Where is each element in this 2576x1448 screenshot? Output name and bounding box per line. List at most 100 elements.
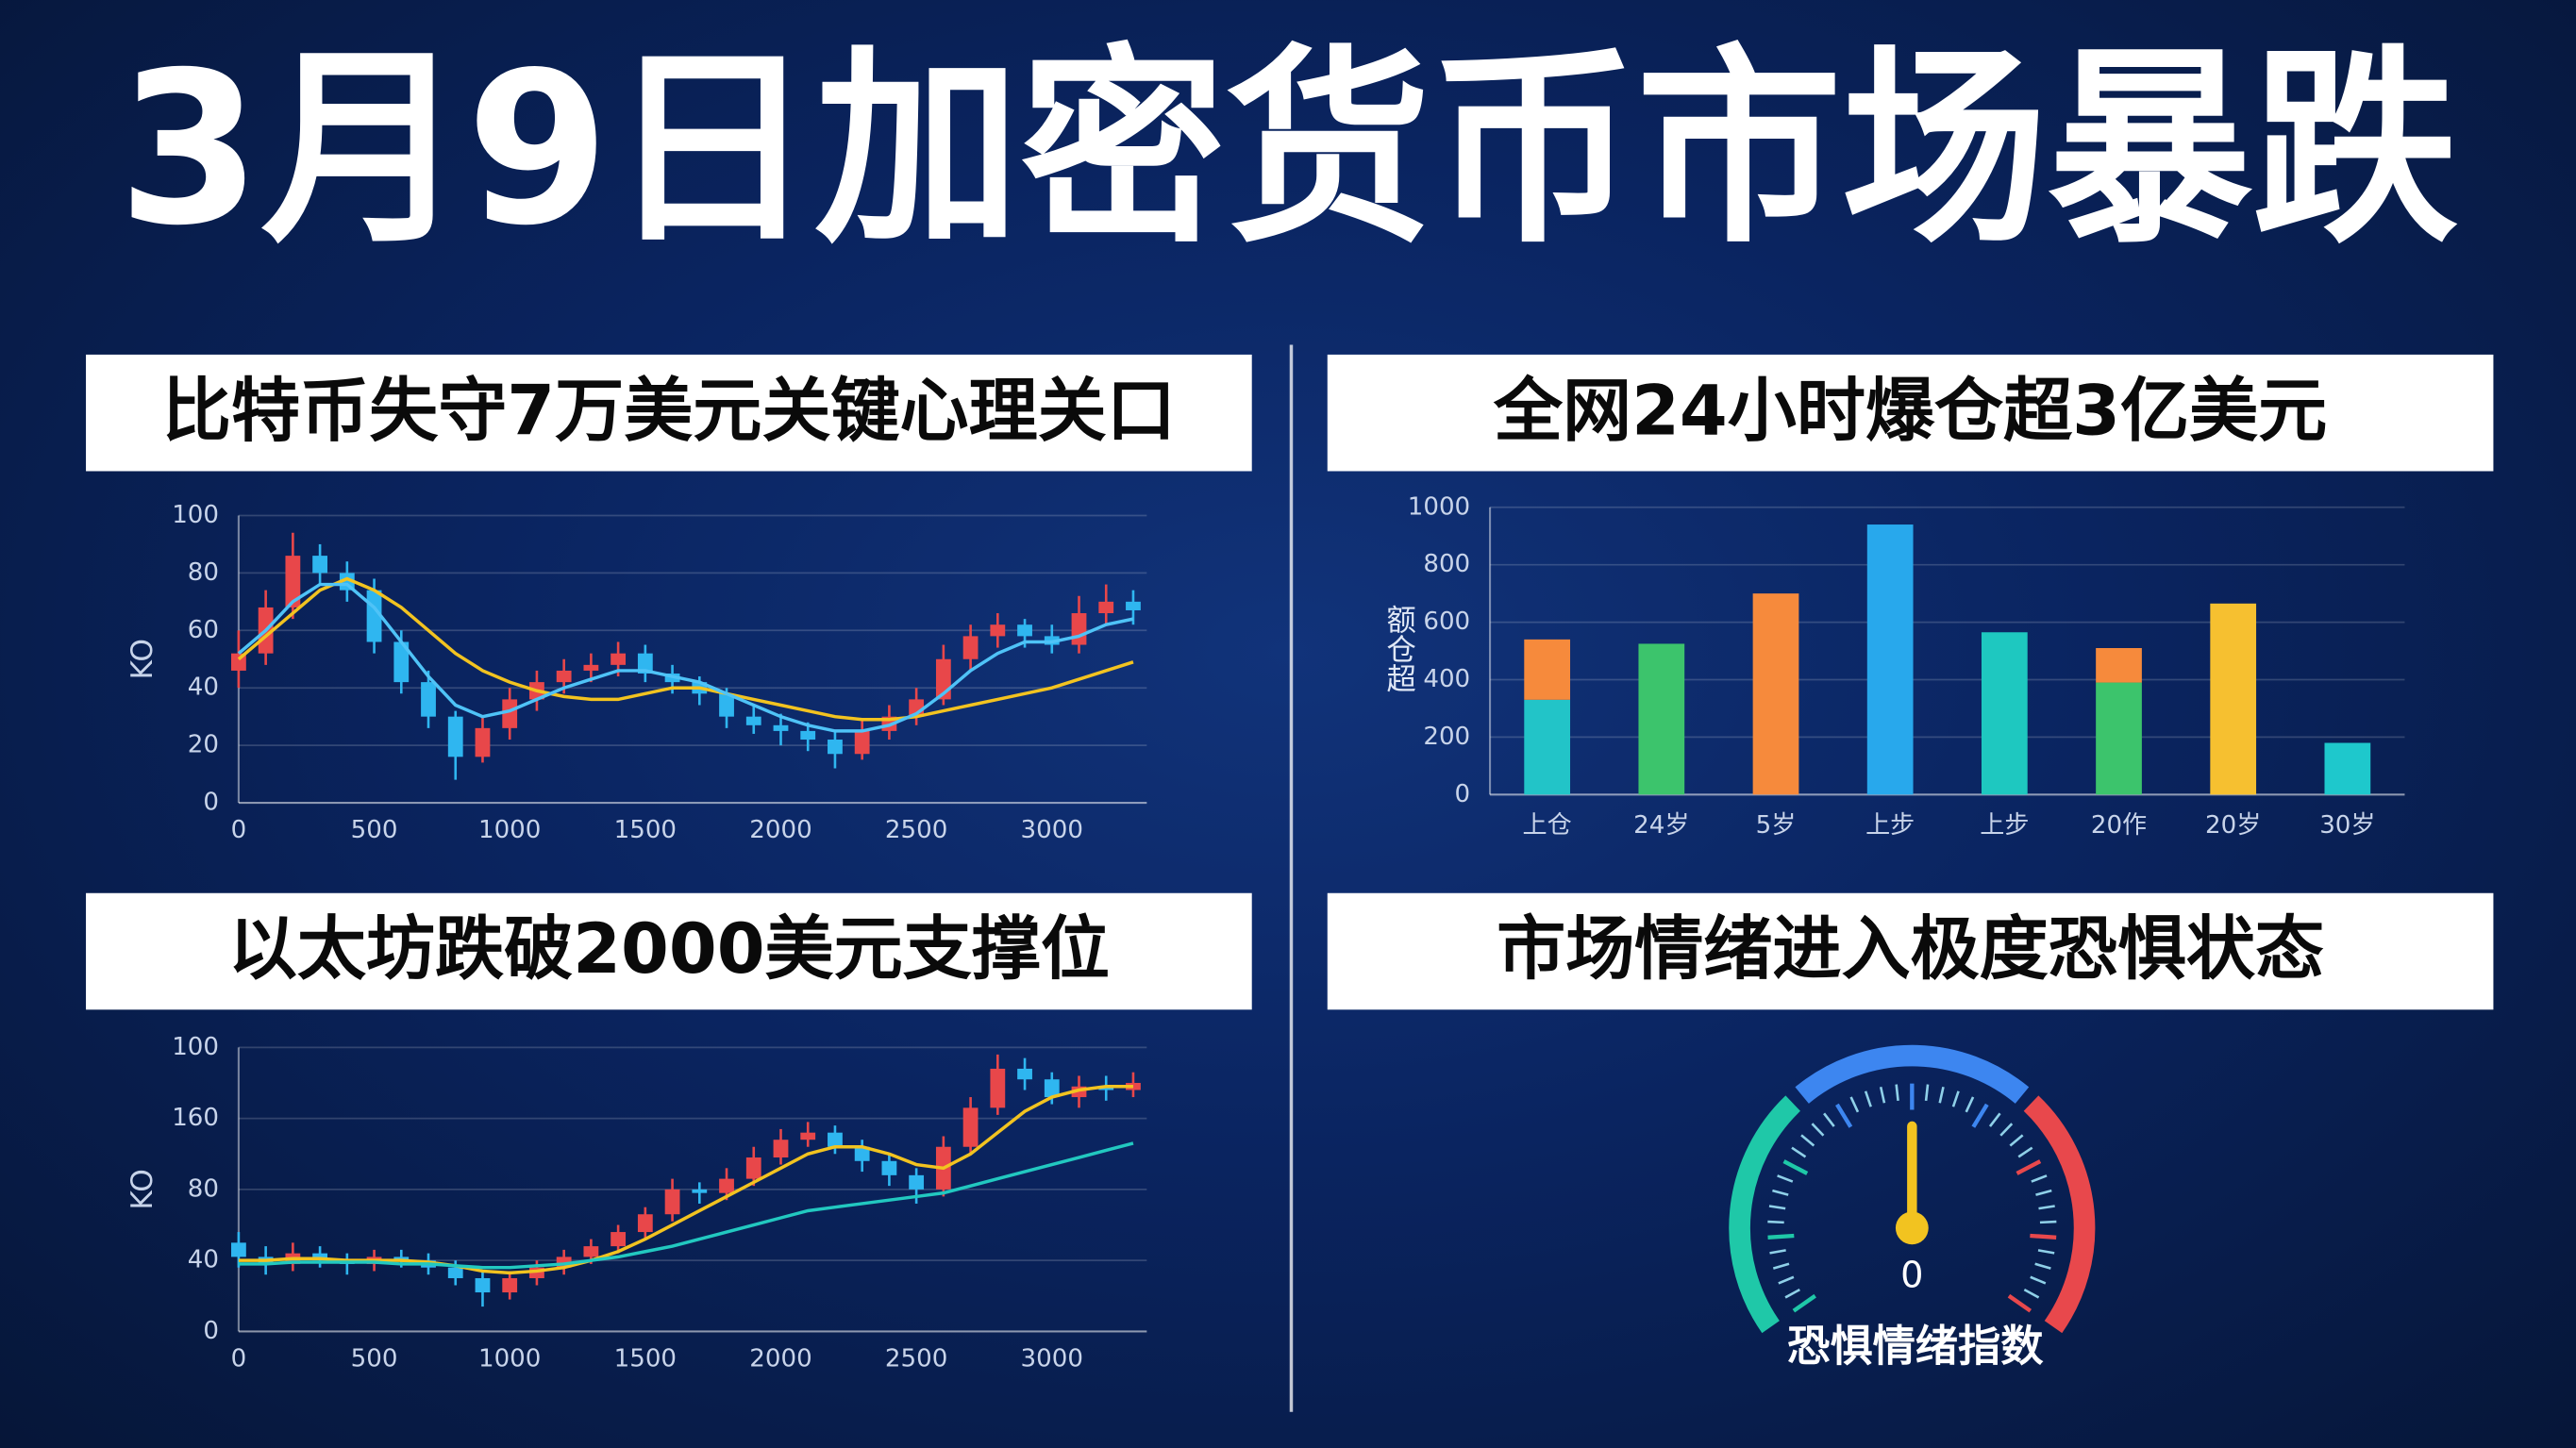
candle-body [1071, 613, 1087, 645]
x-tick-label: 20作 [2091, 811, 2147, 840]
moving-average-line [237, 582, 1134, 733]
candle-body [312, 556, 327, 574]
candle-body [962, 1107, 979, 1147]
gauge-scale-decoration [1792, 1293, 1816, 1313]
gauge-scale-decoration [2035, 1189, 2052, 1196]
gauge-scale-decoration [2030, 1233, 2057, 1240]
x-tick-label: 1000 [478, 816, 541, 844]
gauge-label: 恐惧情绪指数 [1787, 1322, 2044, 1372]
panel-banner [1327, 892, 2494, 1010]
candle-body [881, 1160, 897, 1175]
gauge-scale-decoration [1971, 1103, 1989, 1128]
panel-title: 以太坊跌破2000美元支撑位 [228, 909, 1110, 990]
bar [1524, 699, 1571, 795]
candle-body [854, 730, 870, 755]
candle-body [556, 670, 572, 683]
gauge-arc [1729, 1095, 1801, 1334]
x-tick-label: 上步 [1865, 811, 1915, 840]
candle-body [692, 1189, 708, 1193]
gauge-scale-decoration [1811, 1123, 1825, 1137]
panel-title: 全网24小时爆仓超3亿美元 [1493, 371, 2327, 451]
gauge-scale-decoration [2039, 1220, 2057, 1224]
x-tick-label: 上步 [1980, 811, 2029, 840]
candle-body [1098, 601, 1114, 614]
bar [2096, 648, 2142, 683]
candle-body [800, 1132, 816, 1140]
gauge-scale-decoration [2017, 1146, 2033, 1158]
moving-average-line [238, 1141, 1134, 1270]
bar [1981, 632, 2028, 795]
gauge-scale-decoration [1791, 1146, 1807, 1158]
candle-body [664, 1189, 680, 1215]
candle-body [529, 1267, 544, 1278]
y-axis-label: 额仓超 [1382, 604, 1416, 693]
candle-body [909, 1174, 925, 1190]
x-tick-label: 500 [351, 1345, 398, 1373]
gauge-scale-decoration [1879, 1086, 1886, 1104]
x-tick-label: 2000 [749, 1345, 811, 1373]
y-tick-label: 400 [1423, 665, 1470, 693]
x-tick-label: 500 [351, 816, 398, 844]
y-tick-label: 160 [172, 1104, 219, 1132]
bar [1638, 643, 1685, 795]
candle-body [828, 740, 843, 755]
gauge-scale-decoration [1778, 1275, 1795, 1285]
gauge-scale-decoration [1864, 1090, 1872, 1107]
y-tick-label: 800 [1423, 550, 1470, 578]
gauge-arc [1795, 1044, 2030, 1104]
gauge-scale-decoration [2030, 1275, 2047, 1285]
y-tick-label: 200 [1423, 723, 1470, 751]
y-tick-label: 60 [188, 616, 219, 644]
candle-body [611, 1232, 627, 1247]
candle-body [1044, 1079, 1060, 1098]
candle-body [828, 1132, 843, 1147]
gauge-scale-decoration [1965, 1096, 1975, 1113]
candle-body [1126, 601, 1141, 610]
x-tick-label: 2500 [885, 816, 947, 844]
candle-body [447, 716, 463, 757]
gauge-scale-decoration [1777, 1174, 1794, 1183]
panel-banner [86, 892, 1252, 1010]
panel-title: 比特币失守7万美元关键心理关口 [162, 371, 1176, 451]
y-axis-label: KO [125, 639, 159, 679]
candle-body [475, 727, 491, 757]
y-axis-label: KO [125, 1169, 159, 1209]
gauge-scale-decoration [1835, 1103, 1853, 1128]
y-tick-label: 100 [172, 1033, 219, 1061]
candle-body [800, 730, 816, 741]
moving-average-line [238, 1085, 1133, 1275]
candle-body [421, 682, 436, 717]
gauge-scale-decoration [1782, 1159, 1809, 1175]
x-tick-label: 2000 [749, 816, 811, 844]
y-tick-label: 0 [203, 789, 219, 817]
gauge-arc [2023, 1095, 2096, 1334]
gauge-scale-decoration [1772, 1262, 1790, 1270]
candle-body [773, 724, 789, 731]
gauge-scale-decoration [1951, 1090, 1960, 1107]
candle-body [745, 1157, 761, 1179]
gauge-scale-decoration [2038, 1205, 2055, 1210]
y-tick-label: 40 [188, 674, 219, 702]
candle-body [990, 1068, 1006, 1108]
x-tick-label: 1000 [478, 1345, 541, 1373]
x-tick-label: 2500 [885, 1345, 947, 1373]
gauge-scale-decoration [1823, 1112, 1835, 1127]
candle-body [719, 1178, 734, 1193]
page-title: 3月9日加密货币市场暴跌 [118, 26, 2458, 272]
candle-body [1017, 1068, 1032, 1080]
gauge-scale-decoration [1800, 1134, 1815, 1147]
candle-body [556, 1257, 572, 1268]
panel-banner [86, 354, 1252, 472]
bar [2096, 682, 2142, 795]
bar [2324, 742, 2371, 795]
gauge-scale-decoration [2023, 1288, 2040, 1299]
gauge-scale-decoration [2016, 1159, 2042, 1175]
x-tick-label: 5岁 [1756, 811, 1797, 840]
candle-body [773, 1140, 789, 1158]
gauge-value: 0 [1900, 1255, 1923, 1297]
bar [1866, 524, 1914, 795]
candle-body [502, 1277, 518, 1293]
gauge-scale-decoration [2009, 1134, 2024, 1147]
